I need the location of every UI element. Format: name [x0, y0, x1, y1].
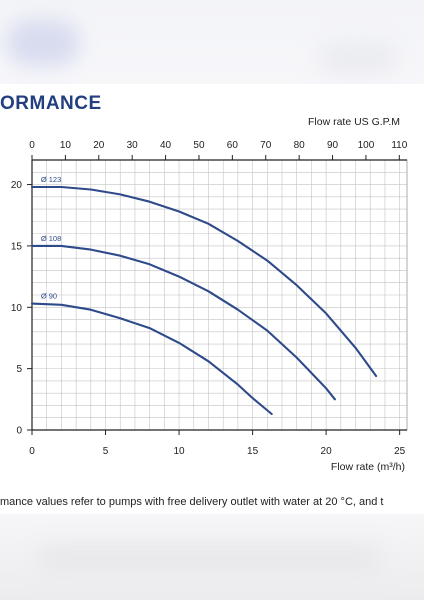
curve-line: [30, 244, 336, 401]
x-tick-label: 5: [103, 446, 109, 457]
x-axis-title: Flow rate (m³/h): [331, 461, 405, 473]
x-tick-label: 25: [394, 446, 406, 457]
chart-grid: [31, 159, 408, 431]
top-axis-title: Flow rate US G.P.M: [308, 116, 400, 128]
performance-curves: [30, 185, 378, 416]
blurred-logo-shape: [6, 20, 80, 66]
y-tick-label: 15: [11, 241, 23, 252]
x-tick-label: 0: [29, 446, 35, 457]
top-tick-label: 60: [227, 140, 239, 151]
top-tick-label: 0: [29, 140, 35, 151]
top-tick-label: 70: [260, 140, 272, 151]
y-tick-label: 0: [16, 426, 22, 437]
y-tick-label: 5: [16, 364, 22, 375]
top-tick-label: 100: [358, 140, 375, 151]
x-tick-label: 20: [321, 446, 333, 457]
y-tick-label: 20: [11, 180, 23, 191]
chart-axes: [27, 155, 407, 435]
x-tick-label: 10: [173, 446, 185, 457]
top-tick-label: 30: [127, 140, 139, 151]
top-tick-label: 110: [391, 140, 407, 151]
catalog-page: [0, 84, 424, 514]
curve-label: Ø 108: [41, 234, 61, 243]
curve-label: Ø 90: [41, 292, 57, 301]
top-tick-label: 10: [60, 140, 72, 151]
top-tick-label: 90: [327, 140, 339, 151]
curve-labels: Ø 123 Ø 108 Ø 90: [41, 175, 61, 301]
blurred-header-shape: [318, 44, 398, 72]
x-tick-label: 15: [247, 446, 259, 457]
footnote-text: mance values refer to pumps with free de…: [0, 496, 384, 508]
curve-line: [30, 302, 273, 416]
top-tick-label: 40: [160, 140, 172, 151]
blurred-footer-text: [40, 548, 380, 568]
curve-line: [30, 185, 378, 378]
y-tick-label: 10: [11, 303, 23, 314]
curve-label: Ø 123: [41, 175, 61, 184]
tick-labels: 0 5 10 15 20 25 0 10 20 30 40 50 60 70 80 90 100 110 0 5 10 1…: [11, 140, 408, 457]
top-tick-label: 80: [294, 140, 306, 151]
top-tick-label: 50: [193, 140, 205, 151]
top-tick-label: 20: [93, 140, 105, 151]
section-heading: ORMANCE: [0, 93, 102, 114]
